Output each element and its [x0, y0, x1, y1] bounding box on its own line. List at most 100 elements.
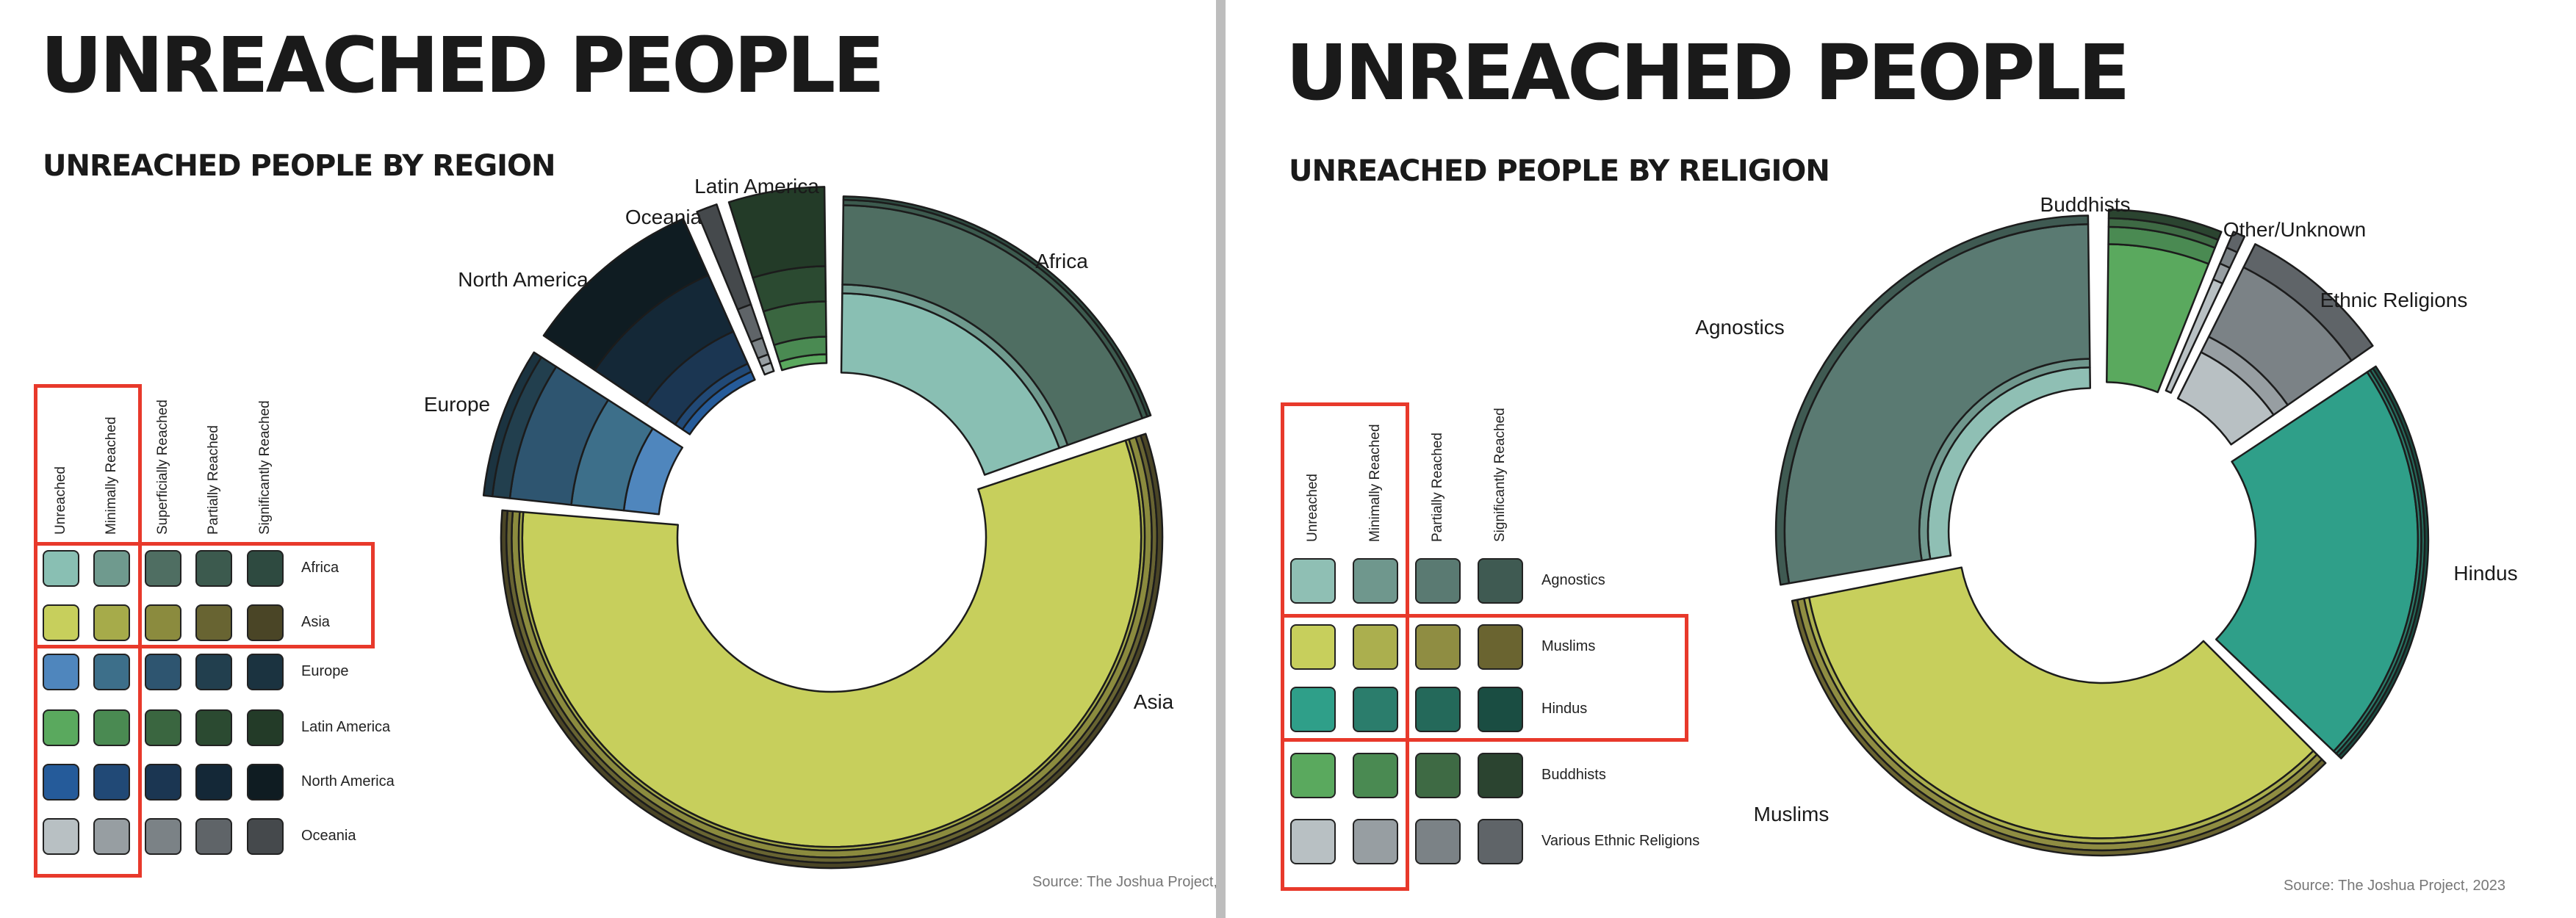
donut-layer-agnostics-4 — [1774, 214, 2090, 586]
donut-label-hindus: Hindus — [2453, 562, 2517, 585]
legend-swatch-buddhists-1 — [1290, 753, 1336, 798]
chart-subtitle: UNREACHED PEOPLE BY REGION — [43, 149, 556, 183]
donut-segment-other-unknown — [2165, 231, 2246, 394]
legend-swatch-buddhists-2 — [1353, 753, 1398, 798]
donut-layer-latin-america-5 — [727, 186, 827, 279]
legend-swatch-europe-2 — [93, 654, 130, 690]
legend-swatch-agnostics-3 — [1415, 558, 1461, 604]
legend-row-label-hindus: Hindus — [1541, 701, 1588, 717]
legend-swatch-north-america-2 — [93, 764, 130, 800]
legend-swatch-asia-4 — [195, 604, 232, 641]
donut-label-buddhists: Buddhists — [2040, 193, 2131, 216]
legend-swatch-oceania-5 — [247, 818, 284, 855]
donut-label-latin-america: Latin America — [694, 175, 819, 198]
legend-swatch-latin-america-4 — [195, 709, 232, 746]
legend-swatch-latin-america-2 — [93, 709, 130, 746]
donut-layer-hindus-4 — [2337, 365, 2430, 759]
legend-swatch-agnostics-4 — [1478, 558, 1523, 604]
legend-swatch-oceania-3 — [145, 818, 181, 855]
legend-swatch-latin-america-5 — [247, 709, 284, 746]
legend-row-label-europe: Europe — [301, 663, 349, 679]
legend-swatch-africa-2 — [93, 550, 130, 587]
legend-swatch-agnostics-2 — [1353, 558, 1398, 604]
legend-swatch-hindus-4 — [1478, 687, 1523, 732]
legend-swatch-muslims-3 — [1415, 624, 1461, 670]
legend-row-label-agnostics: Agnostics — [1541, 572, 1605, 588]
donut-layer-oceania-4 — [736, 303, 763, 343]
highlight-box-rows — [1281, 614, 1688, 742]
legend-row-label-buddhists: Buddhists — [1541, 767, 1606, 783]
legend-swatch-europe-5 — [247, 654, 284, 690]
legend-swatch-north-america-4 — [195, 764, 232, 800]
legend-swatch-latin-america-3 — [145, 709, 181, 746]
legend-swatch-muslims-1 — [1290, 624, 1336, 670]
donut-label-muslims: Muslims — [1754, 803, 1830, 825]
legend-swatch-muslims-2 — [1353, 624, 1398, 670]
legend-swatch-north-america-5 — [247, 764, 284, 800]
donut-chart-region: Africa Asia Europe North America Oceania Lati… — [424, 175, 1174, 870]
donut-label-agnostics: Agnostics — [1695, 316, 1784, 339]
legend-swatch-north-america-3 — [145, 764, 181, 800]
donut-segment-asia — [500, 433, 1164, 870]
legend-swatch-asia-2 — [93, 604, 130, 641]
donut-segment-africa — [840, 195, 1152, 476]
source-note: Source: The Joshua Project, 2023 — [2284, 878, 2506, 894]
donut-label-north-america: North America — [458, 268, 589, 291]
legend-swatch-muslims-4 — [1478, 624, 1523, 670]
page-gutter — [1216, 0, 1226, 918]
donut-label-asia: Asia — [1134, 690, 1174, 713]
donut-segment-muslims — [1791, 566, 2327, 857]
legend-row-label-muslims: Muslims — [1541, 638, 1596, 654]
donut-label-other-unknown: Other/Unknown — [2223, 218, 2367, 241]
donut-layer-muslims-1 — [1807, 566, 2314, 839]
legend-swatch-agnostics-1 — [1290, 558, 1336, 604]
donut-label-oceania: Oceania — [625, 206, 702, 228]
donut-layer-other-unknown-4 — [2226, 231, 2246, 253]
legend-swatch-hindus-1 — [1290, 687, 1336, 732]
legend-row-label-oceania: Oceania — [301, 828, 356, 844]
donut-segment-agnostics — [1774, 214, 2092, 586]
donut-segment-buddhists — [2106, 209, 2223, 394]
legend-row-label-various-ethnic-religions: Various Ethnic Religions — [1541, 833, 1700, 849]
donut-label-africa: Africa — [1035, 250, 1088, 272]
legend-swatch-africa-3 — [145, 550, 181, 587]
legend-swatch-buddhists-3 — [1415, 753, 1461, 798]
donut-label-europe: Europe — [424, 393, 490, 416]
page-title: UNREACHED PEOPLE — [1286, 28, 2130, 118]
donut-label-ethnic-religions: Ethnic Religions — [2320, 289, 2468, 311]
legend-swatch-various-ethnic-religions-4 — [1478, 819, 1523, 864]
donut-layer-buddhists-4 — [2107, 209, 2223, 241]
legend-swatch-buddhists-4 — [1478, 753, 1523, 798]
donut-chart-religion: Buddhists Other/Unknown Ethnic Religions Hi… — [1695, 193, 2518, 857]
left-page: UNREACHED PEOPLE UNREACHED PEOPLE BY REG… — [0, 0, 1216, 918]
legend-swatch-europe-1 — [43, 654, 79, 690]
source-note: Source: The Joshua Project, — [1032, 874, 1216, 890]
right-page: UNREACHED PEOPLE UNREACHED PEOPLE BY REL… — [1226, 0, 2576, 918]
legend-swatch-asia-5 — [247, 604, 284, 641]
legend-swatch-various-ethnic-religions-3 — [1415, 819, 1461, 864]
donut-layer-africa-5 — [842, 195, 1152, 418]
legend-swatch-europe-4 — [195, 654, 232, 690]
donut-layer-muslims-4 — [1791, 599, 2327, 857]
legend-swatch-oceania-2 — [93, 818, 130, 855]
legend-swatch-oceania-1 — [43, 818, 79, 855]
legend-swatch-africa-4 — [195, 550, 232, 587]
legend-swatch-asia-1 — [43, 604, 79, 641]
donut-segment-north-america — [542, 217, 756, 435]
donut-segment-oceania — [696, 203, 775, 376]
legend-swatch-asia-3 — [145, 604, 181, 641]
donut-layer-asia-5 — [500, 433, 1164, 870]
legend-row-label-asia: Asia — [301, 614, 330, 630]
legend-row-label-latin-america: Latin America — [301, 719, 391, 735]
donut-layer-oceania-5 — [696, 203, 752, 311]
page-title: UNREACHED PEOPLE — [40, 21, 885, 110]
legend-swatch-africa-1 — [43, 550, 79, 587]
donut-segment-hindus — [2215, 365, 2430, 759]
chart-subtitle: UNREACHED PEOPLE BY RELIGION — [1289, 154, 1830, 188]
donut-segment-europe — [482, 351, 684, 516]
legend-swatch-oceania-4 — [195, 818, 232, 855]
legend-swatch-various-ethnic-religions-1 — [1290, 819, 1336, 864]
donut-layer-europe-5 — [482, 351, 543, 498]
legend-swatch-hindus-3 — [1415, 687, 1461, 732]
legend-swatch-various-ethnic-religions-2 — [1353, 819, 1398, 864]
